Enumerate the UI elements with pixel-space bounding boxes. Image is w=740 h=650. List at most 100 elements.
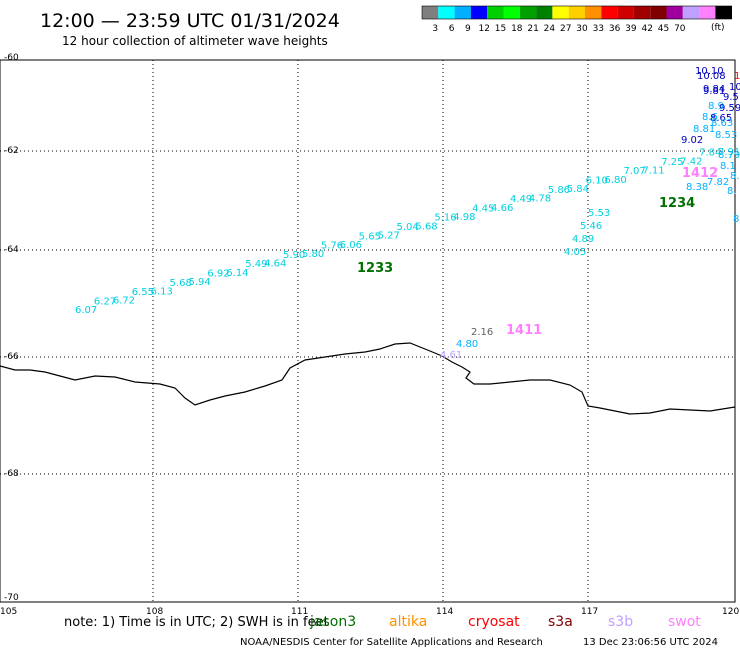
track-value-label: 7.84 [699,148,721,159]
legend-swatch [487,6,504,19]
value-label: 9.59 [719,103,740,114]
track-value-label: 4.66 [491,203,513,214]
legend-tick-label: 12 [478,24,489,34]
lon-label-114: 114 [436,607,453,617]
track-value-label: 6.07 [75,305,97,316]
value-label: 10 [729,82,740,93]
track-value-label: 6.92 [207,268,229,279]
satellite-legend: jason3 altika cryosat s3a s3b swot [309,614,701,630]
legend-swatch [617,6,634,19]
value-label: 8.6 [702,112,718,123]
track-value-label: 4.98 [453,212,475,223]
legend-swatch [601,6,618,19]
value-label: 8.65 [710,113,732,124]
track-value-label: 4.64 [264,259,286,270]
value-label: 4.80 [456,339,478,350]
value-label: 8.81 [693,124,715,135]
track-value-label: 7.07 [623,166,645,177]
lon-label-108: 108 [146,607,163,617]
track-value-label: 6.80 [605,175,627,186]
value-label: 8.1 [720,161,736,172]
legend-tick-label: 70 [674,24,686,34]
value-label: 8. [727,186,737,197]
value-label: 8. [730,171,740,182]
satellite-name: altika [389,614,427,630]
track-value-label: 5.94 [188,277,210,288]
legend-swatch [666,6,683,19]
lat-label-70: -70 [4,593,19,603]
value-label: 8.79 [718,150,740,161]
footer-credit: NOAA/NESDIS Center for Satellite Applica… [240,637,543,648]
lat-label-62: -62 [4,146,19,156]
value-label: 8 [733,214,739,225]
track-value-label: 5.68 [170,278,192,289]
track-value-label: 5.84 [567,184,589,195]
pass-time-label: 1234 [659,196,695,211]
color-scale-legend: 3 6 9 12 15 18 21 24 27 30 33 36 39 42 45 70 [421,5,733,34]
value-label: 10.08 [697,71,726,82]
lat-label-64: -64 [4,245,19,255]
lon-label-111: 111 [291,607,308,617]
legend-tick-label: 3 [432,24,438,34]
legend-tick-label: 33 [593,24,604,34]
satellite-name: s3a [548,614,573,630]
wave-height-labels: 6.076.276.726.556.135.685.946.926.145.49… [75,147,740,316]
track-value-label: 4.45 [472,203,494,214]
track-value-label: 6.55 [132,287,154,298]
value-label: 8.63 [711,118,733,129]
lat-label-66: -66 [4,352,19,362]
legend-tick-label: 30 [576,24,588,34]
legend-tick-label: 15 [495,24,506,34]
legend-swatch [699,6,716,19]
legend-tick-label: 6 [449,24,455,34]
lat-label-60: -60 [4,53,19,63]
legend-border [421,5,733,20]
legend-swatch [715,6,732,19]
track-value-label: 5.86 [548,185,570,196]
value-label: 8.38 [686,182,708,193]
track-value-label: 7.42 [680,156,702,167]
pass-time-label: 1233 [357,261,393,276]
legend-tick-label: 18 [511,24,523,34]
pass-time-label: 1412 [682,166,718,181]
track-value-label: 5.68 [415,221,437,232]
value-label: 10.10 [695,66,724,77]
track-value-label: 6.72 [113,296,135,307]
track-value-label: 5.65 [359,231,381,242]
plot-frame [0,59,736,603]
value-label: 9.81 [703,86,725,97]
grid [0,60,735,602]
legend-swatch [552,6,569,19]
value-label: 9.5 [723,92,739,103]
track-value-label: 5.53 [588,208,610,219]
map-subtitle: 12 hour collection of altimeter wave hei… [62,34,328,48]
legend-swatch [422,6,439,19]
track-value-label: 5.49 [245,259,267,270]
track-value-label: 5.27 [378,231,400,242]
legend-unit: (ft) [711,23,725,33]
track-value-label: 5.80 [302,249,324,260]
track-value-label: 7.91 [718,147,740,158]
satellite-name: cryosat [468,614,520,630]
lon-label-120: 120 [722,607,739,617]
track-value-label: 7.25 [661,157,683,168]
legend-swatch [568,6,585,19]
value-label: 7.82 [707,177,729,188]
track-value-label: 6.27 [94,296,116,307]
note-text: note: 1) Time is in UTC; 2) SWH is in fe… [64,615,329,630]
track-value-label: 5.16 [434,213,456,224]
satellite-name: jason3 [309,614,356,630]
track-value-label: 6.13 [151,286,173,297]
track-value-label: 4.89 [572,234,594,245]
track-value-label: 6.06 [340,240,362,251]
track-value-label: 6.14 [226,268,248,279]
value-label: 1 [734,71,740,82]
legend-swatch [454,6,471,19]
legend-swatch [438,6,455,19]
track-value-label: 4.05 [564,247,586,258]
antarctic-coastline [0,342,736,415]
track-value-label: 5.90 [283,250,305,261]
track-value-label: 5.76 [321,241,343,252]
